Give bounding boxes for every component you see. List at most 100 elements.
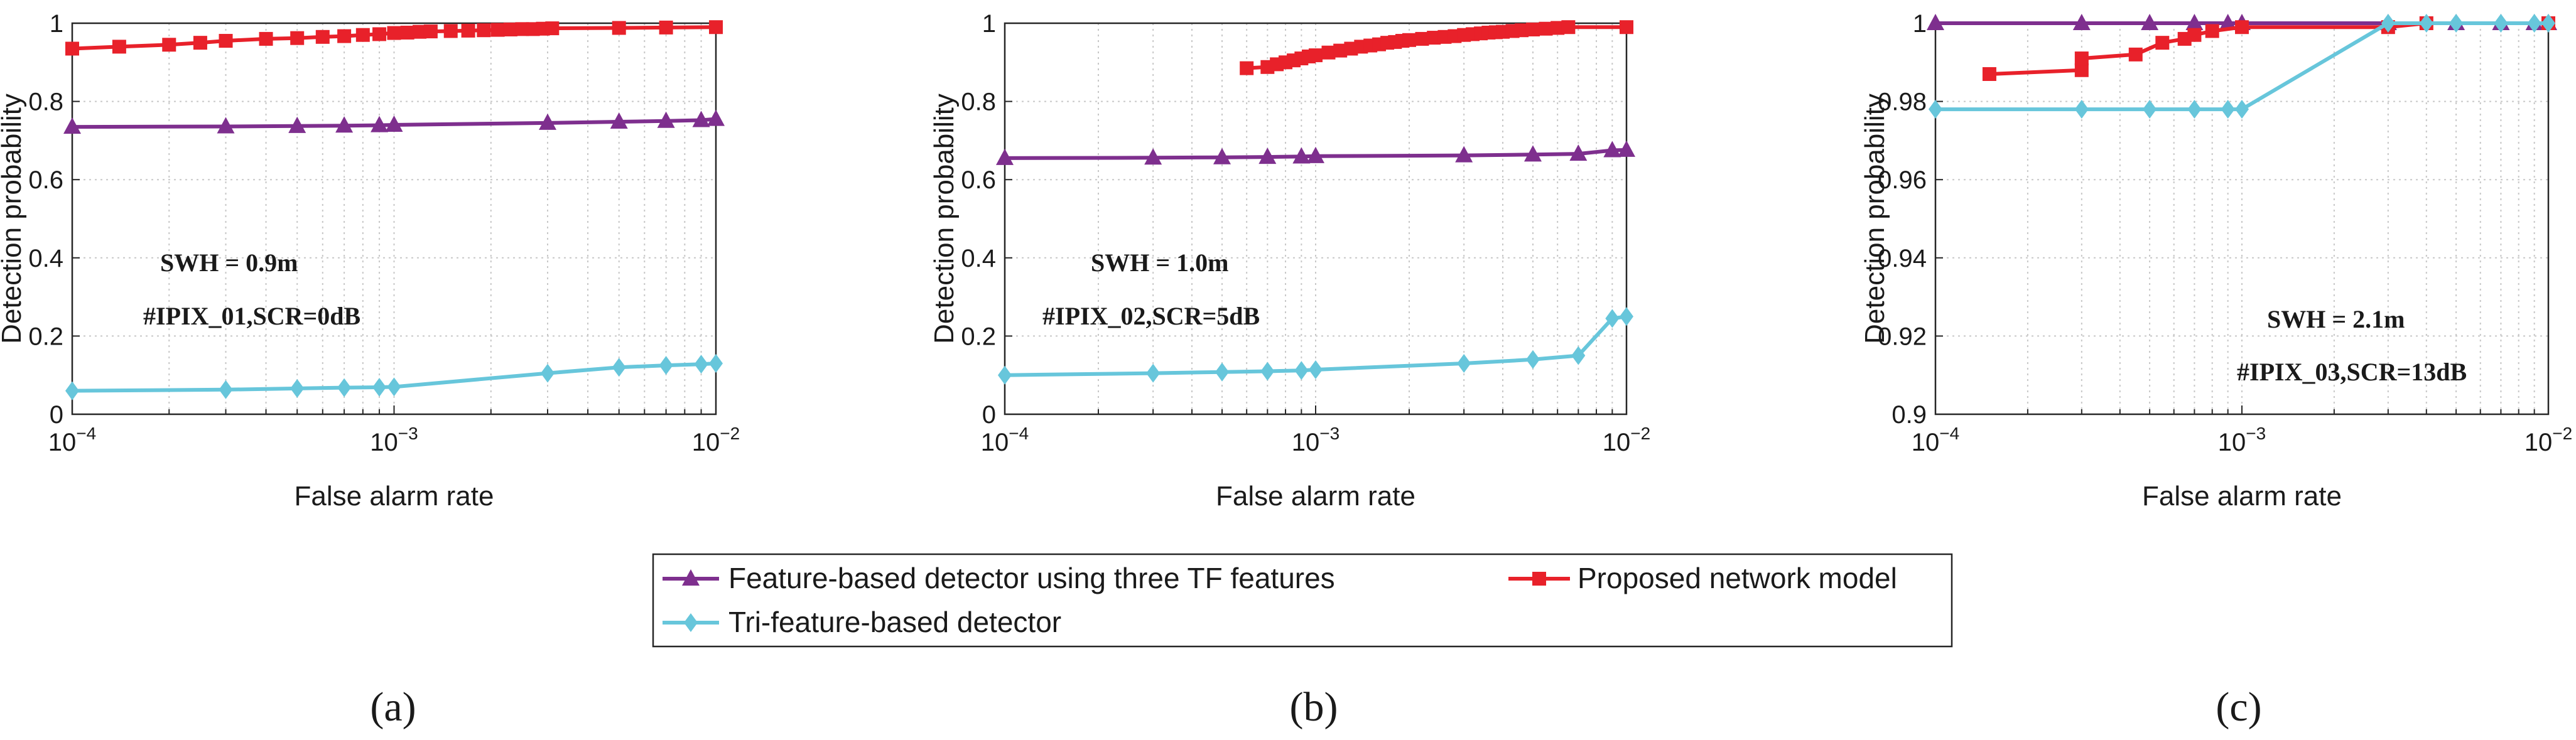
data-point-tri xyxy=(337,378,352,397)
data-point-proposed xyxy=(162,38,176,52)
data-point-feature xyxy=(1523,145,1542,162)
data-point-proposed xyxy=(477,23,491,38)
y-tick-label: 0.4 xyxy=(28,245,63,272)
legend-swatch-marker xyxy=(684,613,698,632)
panel-label: (c) xyxy=(2216,684,2261,730)
data-point-feature xyxy=(217,117,235,134)
data-point-proposed xyxy=(2074,51,2089,66)
data-point-tri xyxy=(2235,100,2249,119)
y-axis-label: Detection probability xyxy=(1859,94,1890,344)
data-point-feature xyxy=(1927,14,1944,30)
x-axis-label: False alarm rate xyxy=(1216,481,1415,512)
data-point-feature xyxy=(692,110,710,127)
y-tick-label: 0.96 xyxy=(1878,166,1927,194)
data-point-tri xyxy=(1260,362,1275,381)
data-point-tri xyxy=(219,380,233,399)
data-point-proposed xyxy=(1309,48,1323,63)
data-point-tri xyxy=(2527,14,2541,33)
data-point-proposed xyxy=(315,29,330,44)
data-point-tri xyxy=(2381,14,2395,33)
y-tick-label: 0 xyxy=(50,401,63,429)
data-point-proposed xyxy=(709,20,723,35)
data-point-proposed xyxy=(1240,61,1254,75)
data-point-tri xyxy=(1146,363,1161,383)
data-point-feature xyxy=(1603,141,1621,158)
legend-item-feature: Feature-based detector using three TF fe… xyxy=(663,562,1335,594)
y-axis-label: Detection probability xyxy=(929,94,960,344)
data-point-tri xyxy=(2143,100,2157,119)
panel-label: (a) xyxy=(370,684,416,730)
data-point-tri xyxy=(541,363,555,383)
data-point-proposed xyxy=(1620,20,1633,35)
chart-panel-1: 0 0.2 0.4 0.6 0.8 1 10−4 10−3 10−2 False alarm ra… xyxy=(0,10,740,730)
data-point-feature xyxy=(2141,14,2159,30)
data-point-proposed xyxy=(1550,21,1565,35)
y-tick-label: 0.6 xyxy=(961,166,996,194)
data-point-proposed xyxy=(290,31,305,45)
data-point-feature xyxy=(657,111,675,128)
data-point-proposed xyxy=(503,22,517,36)
legend-label: Proposed network model xyxy=(1578,562,1897,594)
y-tick-label: 0.8 xyxy=(961,88,996,116)
data-point-tri xyxy=(2419,14,2433,33)
data-point-tri xyxy=(65,381,79,400)
data-point-proposed xyxy=(193,36,207,50)
legend: Feature-based detector using three TF fe… xyxy=(652,553,1953,648)
data-point-tri xyxy=(372,378,387,397)
data-point-tri xyxy=(1215,362,1229,382)
y-axis-label: Detection probability xyxy=(0,94,27,344)
data-point-proposed xyxy=(413,24,427,39)
data-point-proposed xyxy=(1321,45,1336,60)
data-point-proposed xyxy=(112,40,126,54)
data-point-proposed xyxy=(1427,31,1441,45)
data-point-feature xyxy=(1569,144,1588,161)
x-tick-label: 10−3 xyxy=(370,424,418,456)
data-point-tri xyxy=(1571,346,1586,365)
data-point-proposed xyxy=(65,41,79,56)
x-axis-label: False alarm rate xyxy=(2142,481,2342,512)
data-point-tri xyxy=(1605,309,1620,328)
data-point-feature xyxy=(2185,14,2204,30)
y-tick-label: 0 xyxy=(982,401,996,429)
data-point-tri xyxy=(290,378,305,398)
legend-label: Feature-based detector using three TF fe… xyxy=(728,562,1335,594)
data-point-feature xyxy=(385,115,403,132)
data-point-feature xyxy=(2219,14,2237,30)
data-point-tri xyxy=(2494,14,2508,33)
data-point-tri xyxy=(612,358,626,377)
data-point-feature xyxy=(1144,148,1162,165)
data-point-proposed xyxy=(372,27,387,41)
chart-annotation: SWH = 0.9m xyxy=(160,249,298,277)
data-point-proposed xyxy=(2155,36,2170,50)
data-point-proposed xyxy=(1539,21,1553,36)
data-point-tri xyxy=(387,377,401,397)
x-axis-label: False alarm rate xyxy=(295,481,494,512)
data-point-proposed xyxy=(2235,20,2249,35)
plot-frame xyxy=(71,22,717,416)
y-tick-label: 0.4 xyxy=(961,245,996,272)
data-point-feature xyxy=(1292,147,1311,164)
chart-annotation: #IPIX_02,SCR=5dB xyxy=(1042,302,1260,330)
chart-annotation: #IPIX_03,SCR=13dB xyxy=(2237,358,2467,386)
legend-item-proposed: Proposed network model xyxy=(1508,562,1897,594)
data-point-proposed xyxy=(1515,23,1529,38)
data-point-tri xyxy=(2541,14,2555,33)
data-point-feature xyxy=(2072,14,2091,30)
data-point-proposed xyxy=(612,21,626,35)
y-tick-label: 1 xyxy=(1913,10,1927,38)
data-point-proposed xyxy=(423,24,438,39)
legend-swatch-marker xyxy=(682,569,700,586)
data-point-proposed xyxy=(1561,20,1576,35)
data-point-tri xyxy=(1294,361,1309,380)
data-point-tri xyxy=(998,365,1012,385)
data-point-feature xyxy=(335,116,354,133)
y-tick-label: 0.2 xyxy=(28,323,63,350)
data-point-proposed xyxy=(1982,67,1996,81)
y-tick-label: 0.94 xyxy=(1878,245,1927,272)
data-point-tri xyxy=(694,355,708,374)
y-tick-label: 0.2 xyxy=(961,323,996,350)
data-point-tri xyxy=(659,356,673,375)
x-tick-label: 10−4 xyxy=(981,424,1029,456)
data-point-tri xyxy=(2187,100,2202,119)
data-point-proposed xyxy=(461,23,475,38)
